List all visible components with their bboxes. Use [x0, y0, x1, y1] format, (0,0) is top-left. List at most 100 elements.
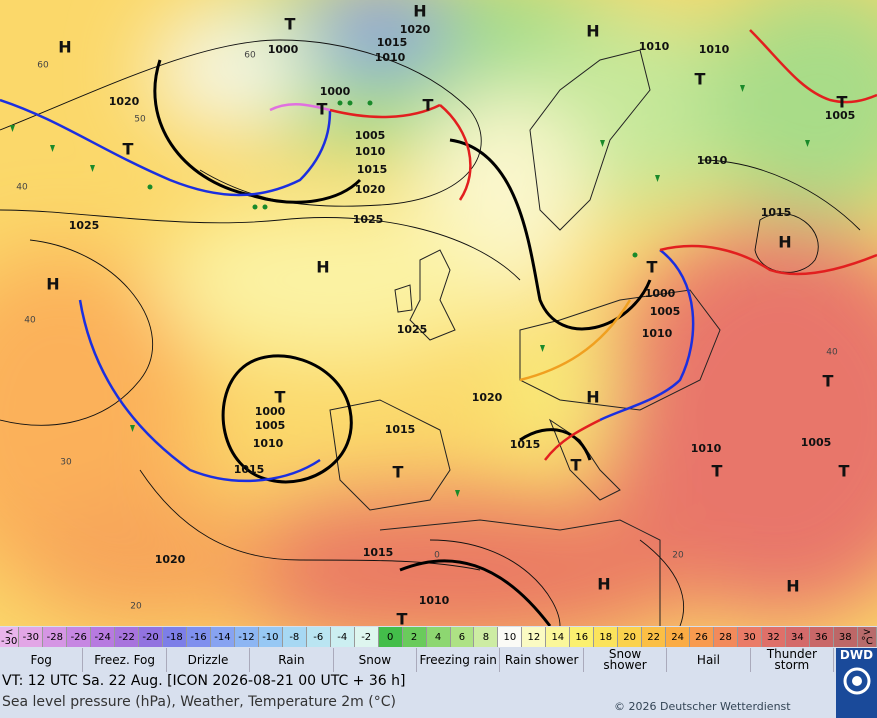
scale-cell: 20	[618, 627, 643, 647]
map-labels: 1000101510201010102010001005101010151020…	[16, 2, 855, 627]
scale-cell: 16	[570, 627, 595, 647]
temperature-scale: < -30 -30 -28 -26 -24 -22 -20 -18 -16 -14 -12 -10 -8-…	[0, 627, 877, 647]
isobar-label: 1010	[697, 154, 728, 167]
low-center: T	[837, 93, 848, 112]
logo-icon	[843, 667, 870, 695]
isobar-label: 1020	[155, 553, 186, 566]
isobar-label: 1015	[510, 438, 541, 451]
low-center: T	[695, 70, 706, 89]
weather-legend-item: Rain shower	[500, 648, 584, 672]
high-center: H	[586, 388, 599, 407]
isobar-label: 1015	[385, 423, 416, 436]
isobar-label: 1005	[801, 436, 832, 449]
isobar-label: 1005	[650, 305, 681, 318]
low-center: T	[317, 100, 328, 119]
isobar-label: 1015	[234, 463, 265, 476]
isobar-label: 1020	[109, 95, 140, 108]
weather-legend-item: Drizzle	[167, 648, 251, 672]
weather-symbols	[10, 85, 810, 497]
isobar-label: 1010	[355, 145, 386, 158]
isobar-label: 1000	[645, 287, 676, 300]
scale-cell: 38	[833, 627, 858, 647]
weather-legend-item: Snow shower	[584, 648, 668, 672]
high-center: H	[586, 22, 599, 41]
isobar-label: 1005	[355, 129, 386, 142]
isobar-label: 1000	[268, 43, 299, 56]
isobar-label: 1015	[377, 36, 408, 49]
scale-cell: 14	[546, 627, 571, 647]
scale-cell: -2	[354, 627, 379, 647]
low-center: T	[393, 463, 404, 482]
weather-legend-item: Fog	[0, 648, 84, 672]
isobar-label: 1020	[472, 391, 503, 404]
scale-low-text: -30	[1, 636, 18, 647]
scale-cell: 22	[642, 627, 667, 647]
scale-cell: 4	[426, 627, 451, 647]
isobar-label: 1010	[419, 594, 450, 607]
isobar-label: 1010	[642, 327, 673, 340]
copyright: © 2026 Deutscher Wetterdienst	[614, 700, 791, 713]
low-center: T	[571, 456, 582, 475]
scale-cell: -6	[306, 627, 331, 647]
scale-cell: -14	[210, 627, 235, 647]
coastlines	[329, 49, 721, 626]
high-center: H	[58, 38, 71, 57]
scale-cell: -8	[282, 627, 307, 647]
map: 1000101510201010102010001005101010151020…	[0, 0, 877, 626]
scale-low-cell: < -30	[0, 627, 20, 647]
isobar-label: 1015	[363, 546, 394, 559]
isobar-label: 1020	[355, 183, 386, 196]
grid-label: 60	[244, 51, 256, 61]
isobar-label: 1010	[691, 442, 722, 455]
scale-cell: -18	[163, 627, 188, 647]
isobar-label: 1010	[639, 40, 670, 53]
valid-time: VT: 12 UTC Sa. 22 Aug. [ICON 2026-08-21 …	[2, 673, 406, 689]
isobar-label: 1005	[255, 419, 286, 432]
high-center: H	[46, 275, 59, 294]
grid-label: 40	[16, 183, 28, 193]
scale-cell: -24	[91, 627, 116, 647]
scale-cell: 28	[714, 627, 738, 647]
grid-label: 50	[134, 115, 146, 125]
weather-legend-item: Freez. Fog	[83, 648, 167, 672]
weather-legend-item: Hail	[667, 648, 751, 672]
low-center: T	[823, 372, 834, 391]
low-center: T	[275, 388, 286, 407]
low-center: T	[123, 140, 134, 159]
scale-cell: -28	[43, 627, 68, 647]
scale-cell: 30	[737, 627, 762, 647]
isobar-label: 1010	[375, 51, 406, 64]
grid-label: 20	[130, 602, 142, 612]
grid-label: 60	[37, 61, 49, 71]
scale-cell: 6	[450, 627, 475, 647]
isobar-label: 1000	[255, 405, 286, 418]
low-center: T	[839, 462, 850, 481]
high-center: H	[597, 575, 610, 594]
isobar-label: 1020	[400, 23, 431, 36]
scale-cell: 0	[378, 627, 403, 647]
scale-cell: 2	[402, 627, 427, 647]
weather-legend: Fog Freez. Fog Drizzle Rain Snow Freezing rai…	[0, 648, 835, 672]
low-center: T	[397, 610, 408, 627]
isobar-label: 1025	[353, 213, 384, 226]
weather-legend-item: Rain	[250, 648, 334, 672]
low-center: T	[285, 15, 296, 34]
high-center: H	[316, 258, 329, 277]
scale-cell: -26	[67, 627, 92, 647]
grid-label: 40	[826, 348, 838, 358]
scale-cell: -10	[258, 627, 283, 647]
scale-cell: 10	[498, 627, 523, 647]
scale-high-text: °C	[860, 636, 873, 647]
low-center: T	[647, 258, 658, 277]
dwd-logo: DWD	[836, 648, 877, 718]
scale-cell: -16	[187, 627, 211, 647]
isobar-label: 1010	[253, 437, 284, 450]
grid-label: 20	[672, 551, 684, 561]
low-center: T	[712, 462, 723, 481]
scale-cell: -30	[19, 627, 44, 647]
grid-label: 40	[24, 316, 36, 326]
scale-cell: 34	[785, 627, 810, 647]
scale-cell: -22	[115, 627, 140, 647]
isobar-label: 1005	[825, 109, 856, 122]
scale-cell: -12	[234, 627, 259, 647]
